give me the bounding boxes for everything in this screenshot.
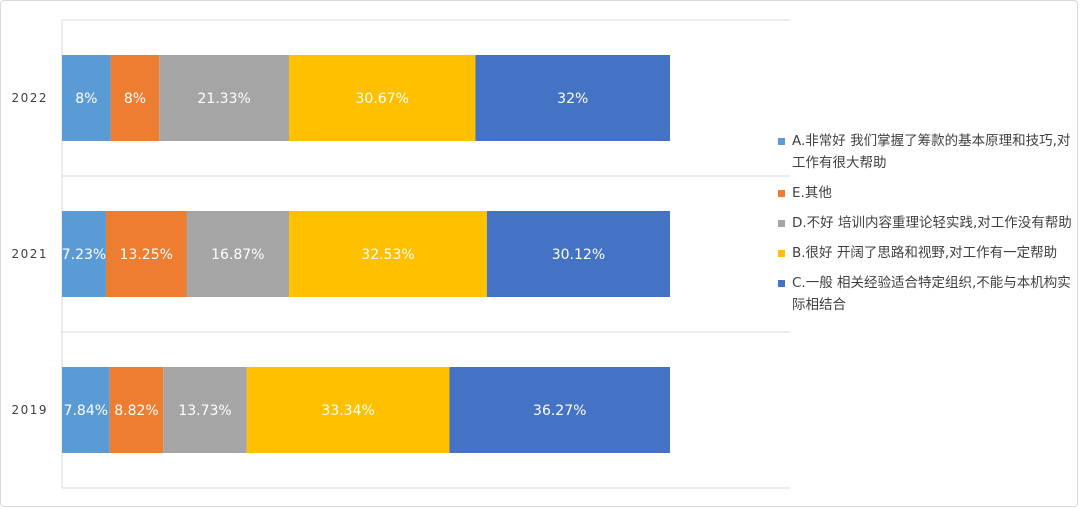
data-label: 13.25%: [120, 247, 173, 263]
data-label: 32.53%: [361, 247, 414, 263]
bar-segment: [449, 367, 670, 453]
category-label: 2021: [11, 247, 48, 261]
bar-segment: [159, 55, 289, 141]
category-label: 2022: [11, 91, 48, 105]
data-label: 7.23%: [62, 247, 106, 263]
data-label: 8%: [124, 91, 146, 107]
data-label: 13.73%: [178, 403, 231, 419]
data-label: 30.67%: [356, 91, 409, 107]
data-label: 7.84%: [64, 403, 108, 419]
bar-segment: [486, 211, 670, 297]
legend-label: D.不好 培训内容重理论轻实践,对工作没有帮助: [792, 215, 1072, 231]
legend-label: E.其他: [792, 185, 832, 201]
bar-segment: [289, 211, 487, 297]
bar-segment: [109, 367, 164, 453]
legend-item: C.一般 相关经验适合特定组织,不能与本机构实际相结合: [778, 272, 1073, 316]
bar-segment: [62, 367, 110, 453]
bar-segment: [62, 55, 111, 141]
data-label: 16.87%: [211, 247, 264, 263]
legend-swatch: [778, 190, 785, 197]
bar-segment: [186, 211, 290, 297]
legend-item: A.非常好 我们掌握了筹款的基本原理和技巧,对工作有很大帮助: [778, 130, 1073, 174]
data-label: 36.27%: [533, 403, 586, 419]
bar-segment: [105, 211, 187, 297]
legend-swatch: [778, 250, 785, 257]
data-label: 8.82%: [114, 403, 158, 419]
chart-legend: A.非常好 我们掌握了筹款的基本原理和技巧,对工作有很大帮助 E.其他 D.不好 培…: [778, 130, 1073, 324]
bar-segment: [246, 367, 450, 453]
bar-segment: [475, 55, 670, 141]
legend-item: B.很好 开阔了思路和视野,对工作有一定帮助: [778, 242, 1073, 264]
bar-segment: [62, 211, 106, 297]
bar-segment: [110, 55, 160, 141]
bar-segment: [163, 367, 247, 453]
data-label: 32%: [557, 91, 588, 107]
legend-label: C.一般 相关经验适合特定组织,不能与本机构实际相结合: [792, 275, 1071, 313]
legend-item: E.其他: [778, 182, 1073, 204]
legend-swatch: [778, 280, 785, 287]
legend-label: A.非常好 我们掌握了筹款的基本原理和技巧,对工作有很大帮助: [792, 133, 1071, 171]
legend-item: D.不好 培训内容重理论轻实践,对工作没有帮助: [778, 212, 1073, 234]
data-label: 8%: [75, 91, 97, 107]
legend-swatch: [778, 138, 785, 145]
legend-label: B.很好 开阔了思路和视野,对工作有一定帮助: [792, 245, 1058, 261]
legend-swatch: [778, 220, 785, 227]
category-label: 2019: [11, 403, 48, 417]
data-label: 30.12%: [552, 247, 605, 263]
bar-segment: [288, 55, 476, 141]
data-label: 21.33%: [197, 91, 250, 107]
data-label: 33.34%: [321, 403, 374, 419]
